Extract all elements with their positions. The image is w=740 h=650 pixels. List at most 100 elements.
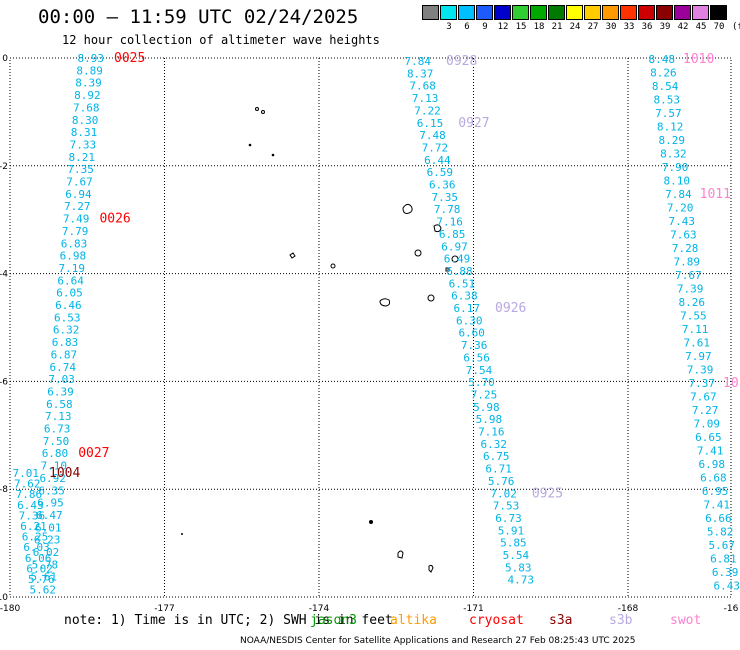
- swh-value: 7.79: [62, 225, 89, 238]
- time-tag: 0926: [495, 301, 526, 316]
- swh-value: 8.48: [649, 53, 676, 66]
- legend-label: 70: [713, 22, 725, 32]
- legend-label: 24: [569, 22, 581, 32]
- swh-value: 7.39: [677, 283, 704, 296]
- swh-value: 6.95: [37, 497, 64, 510]
- swh-value: 7.55: [680, 310, 707, 323]
- swh-value: 7.68: [73, 101, 100, 114]
- swh-value: 8.31: [71, 126, 98, 139]
- legend-swatch: [440, 5, 457, 20]
- legend-label: 39: [659, 22, 671, 32]
- legend-swatch: [512, 5, 529, 20]
- swh-value: 7.53: [493, 500, 520, 513]
- swh-value: 5.83: [505, 561, 532, 574]
- legend-swatch: [638, 5, 655, 20]
- swh-value: 6.25: [22, 531, 49, 544]
- island: [248, 143, 252, 147]
- swh-value: 6.46: [55, 299, 82, 312]
- swh-value: 6.53: [54, 311, 81, 324]
- island: [181, 533, 183, 535]
- time-tag: 0027: [78, 446, 109, 461]
- swh-value: 6.88: [446, 265, 473, 278]
- map-grid: -180 -177 -174 -171 -168 -16 0 -2 -4 -6 -8 -10: [0, 54, 739, 614]
- legend-label: 21: [551, 22, 563, 32]
- swh-value: 6.44: [424, 154, 451, 167]
- swh-value: 7.57: [655, 107, 682, 120]
- legend-label: 42: [677, 22, 689, 32]
- legend-label: 9: [482, 22, 488, 32]
- lat-tick-label: -6: [0, 377, 8, 387]
- island: [289, 252, 296, 259]
- swh-value: 7.03: [48, 373, 75, 386]
- swh-value: 5.70: [468, 376, 495, 389]
- swh-value: 8.37: [407, 67, 434, 80]
- island-outlines: [181, 107, 459, 573]
- swh-value: 6.23: [34, 534, 61, 547]
- swh-value: 6.68: [700, 472, 727, 485]
- swh-value: 4.73: [508, 574, 535, 587]
- legend-swatch: [566, 5, 583, 20]
- swh-value: 8.29: [659, 134, 686, 147]
- swh-value: 7.36: [19, 509, 46, 522]
- swh-value: 5.98: [473, 401, 500, 414]
- legend-swatch: [692, 5, 709, 20]
- swh-value: 6.75: [483, 450, 510, 463]
- lon-tick-label: -171: [463, 604, 483, 614]
- swh-value: 6.73: [44, 423, 71, 436]
- island: [451, 255, 459, 263]
- swh-value: 6.17: [454, 302, 481, 315]
- swh-value: 6.30: [456, 314, 483, 327]
- swh-value: 6.74: [50, 361, 77, 374]
- swh-value: 7.90: [662, 161, 689, 174]
- swh-value: 6.98: [699, 458, 726, 471]
- swh-value: 6.95: [702, 485, 729, 498]
- swh-value: 7.28: [672, 242, 699, 255]
- swh-value: 6.32: [53, 324, 80, 337]
- swh-value: 5.76: [488, 475, 515, 488]
- swh-value: 7.41: [697, 445, 724, 458]
- swh-value: 6.03: [23, 541, 50, 554]
- lat-tick-label: -2: [0, 162, 8, 172]
- swh-value: 7.39: [687, 364, 714, 377]
- legend-swatch: [530, 5, 547, 20]
- swh-value: 6.15: [417, 117, 444, 130]
- swh-value: 7.10: [41, 460, 68, 473]
- swh-value: 5.76: [28, 573, 55, 586]
- swh-value: 7.35: [431, 191, 458, 204]
- swh-value: 7.37: [689, 377, 716, 390]
- swh-value: 6.81: [710, 553, 737, 566]
- legend-label: 18: [533, 22, 545, 32]
- swh-value: 7.09: [694, 418, 721, 431]
- swh-value: 6.39: [712, 566, 739, 579]
- swh-value: 7.84: [405, 55, 432, 68]
- lon-tick-label: -180: [0, 604, 20, 614]
- swh-value: 8.26: [650, 67, 677, 80]
- legend-swatch: [422, 5, 439, 20]
- legend-label: 15: [515, 22, 527, 32]
- swh-value: 6.59: [427, 166, 454, 179]
- swh-value: 6.58: [46, 398, 73, 411]
- swh-value: 6.51: [449, 277, 476, 290]
- legend-swatch: [656, 5, 673, 20]
- legend-label: 33: [623, 22, 635, 32]
- swh-value: 5.67: [709, 539, 736, 552]
- legend-label: 36: [641, 22, 653, 32]
- time-tag: 1004: [49, 466, 80, 481]
- satellite-altika: altika: [390, 613, 437, 628]
- island: [330, 263, 336, 269]
- legend-label: 12: [497, 22, 509, 32]
- swh-value: 6.80: [42, 447, 69, 460]
- swh-value: 7.25: [471, 388, 498, 401]
- swh-value: 5.82: [707, 526, 734, 539]
- swh-value: 6.05: [56, 287, 83, 300]
- swh-value: 7.72: [422, 141, 449, 154]
- time-tag: 1011: [700, 187, 731, 202]
- swh-value: 8.10: [664, 175, 691, 188]
- legend-label: 3: [446, 22, 452, 32]
- swh-value: 7.27: [64, 200, 91, 213]
- swh-value: 7.01: [13, 467, 40, 480]
- island: [402, 203, 413, 214]
- legend-swatch: [548, 5, 565, 20]
- lat-tick-label: -10: [0, 593, 8, 603]
- swh-value: 7.35: [67, 163, 94, 176]
